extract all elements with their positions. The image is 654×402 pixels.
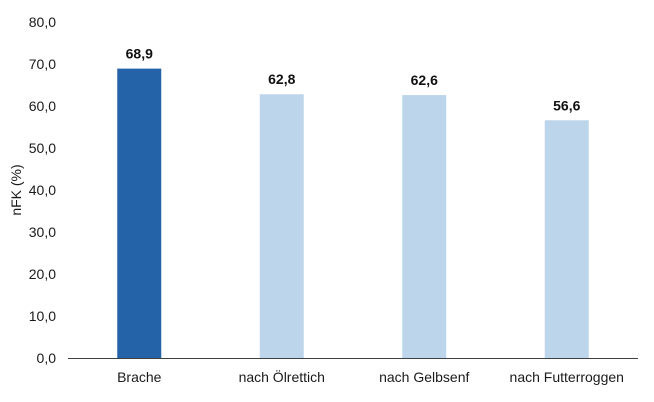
bar: [259, 94, 304, 359]
y-axis-ticks: 0,0 10,0 20,0 30,0 40,0 50,0 60,0 70,0 80,0: [29, 14, 56, 366]
data-label: 62,8: [268, 71, 295, 87]
data-label: 68,9: [126, 46, 153, 62]
y-tick-label: 60,0: [29, 98, 56, 114]
bar: [117, 68, 162, 359]
category-label: Brache: [117, 369, 162, 385]
y-tick-label: 0,0: [37, 350, 57, 366]
y-tick-label: 80,0: [29, 14, 56, 30]
y-tick-label: 70,0: [29, 56, 56, 72]
bars: [117, 68, 589, 359]
y-axis-title: nFK (%): [8, 164, 24, 215]
data-labels: 68,9 62,8 62,6 56,6: [126, 46, 581, 114]
category-label: nach Futterroggen: [510, 369, 624, 385]
y-tick-label: 30,0: [29, 224, 56, 240]
category-label: nach Ölrettich: [239, 368, 325, 385]
category-labels: Brache nach Ölrettich nach Gelbsenf nach Fu…: [117, 368, 624, 385]
data-label: 62,6: [411, 72, 438, 88]
y-axis-title-group: nFK (%): [8, 164, 24, 215]
bar: [402, 95, 447, 358]
y-tick-label: 20,0: [29, 266, 56, 282]
y-tick-label: 10,0: [29, 308, 56, 324]
data-label: 56,6: [553, 97, 580, 113]
bar: [544, 120, 589, 358]
y-tick-label: 40,0: [29, 182, 56, 198]
category-label: nach Gelbsenf: [379, 369, 469, 385]
y-tick-label: 50,0: [29, 140, 56, 156]
